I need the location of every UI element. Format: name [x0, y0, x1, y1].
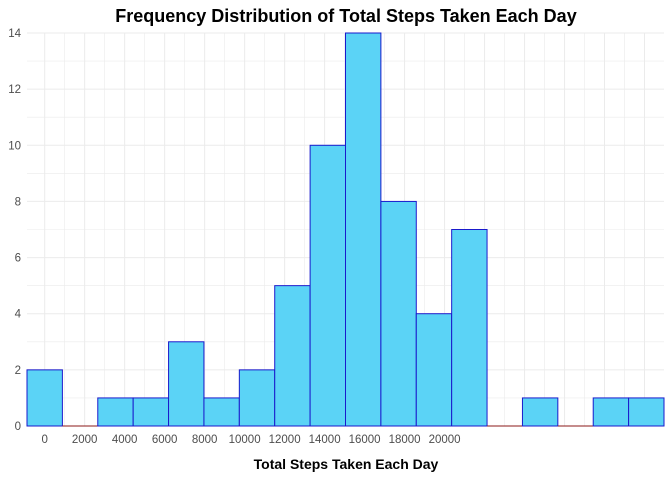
x-axis-label: Total Steps Taken Each Day [253, 456, 439, 472]
histogram-bar [238, 369, 276, 427]
histogram-bar [309, 144, 347, 427]
histogram-bar [26, 369, 63, 427]
histogram-bar [132, 397, 170, 427]
histogram-bar [380, 200, 417, 427]
y-tick-label: 10 [8, 140, 21, 152]
x-tick-label: 14000 [309, 434, 341, 446]
x-tick-label: 10000 [229, 434, 261, 446]
histogram-bar [521, 397, 559, 427]
x-tick-label: 20000 [429, 434, 461, 446]
y-tick-label: 2 [15, 365, 21, 377]
histogram-bar [451, 229, 488, 427]
histogram-bar [628, 397, 665, 427]
y-tick-label: 4 [15, 309, 22, 321]
histogram-bar [168, 341, 205, 427]
x-tick-label: 0 [41, 434, 47, 446]
x-tick-label: 4000 [112, 434, 138, 446]
y-tick-label: 6 [15, 253, 21, 265]
x-tick-label: 8000 [192, 434, 218, 446]
histogram-bar [203, 397, 240, 427]
chart-title: Frequency Distribution of Total Steps Ta… [115, 6, 577, 26]
y-tick-label: 8 [15, 196, 21, 208]
histogram-bar [97, 397, 134, 427]
y-tick-label: 0 [15, 421, 21, 433]
x-axis-ticks: 0 2000 4000 6000 8000 10000 12000 14000 16000 180… [41, 434, 460, 446]
histogram-bar [274, 285, 311, 427]
histogram-bar [592, 397, 630, 427]
x-tick-label: 2000 [72, 434, 98, 446]
histogram-bar [345, 32, 382, 427]
y-tick-label: 14 [8, 28, 21, 40]
x-tick-label: 12000 [269, 434, 301, 446]
x-tick-label: 6000 [152, 434, 178, 446]
y-tick-label: 12 [8, 84, 21, 96]
y-axis-ticks: 0 2 4 6 8 10 12 14 [8, 28, 21, 433]
x-tick-label: 18000 [389, 434, 421, 446]
histogram-bar [415, 313, 453, 427]
x-tick-label: 16000 [349, 434, 381, 446]
histogram-bars [26, 32, 665, 427]
